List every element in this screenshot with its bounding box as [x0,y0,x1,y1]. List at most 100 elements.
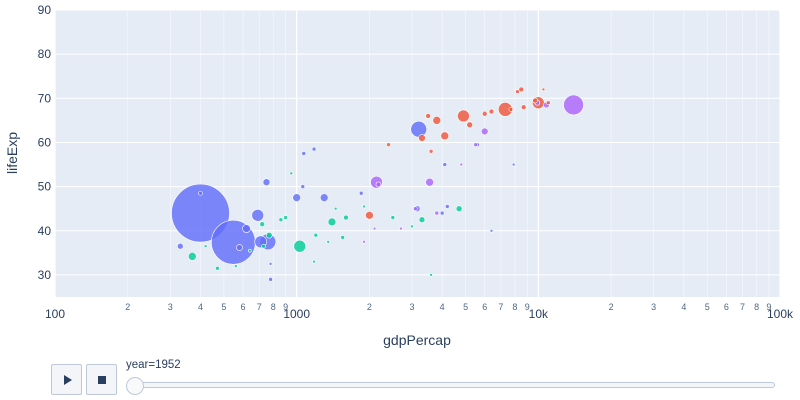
bubble-marker[interactable] [343,214,349,221]
stop-icon [97,375,106,384]
bubble-marker[interactable] [268,277,273,282]
bubble-marker[interactable] [439,210,445,216]
x-axis-label: gdpPercap [383,332,451,348]
bubble-marker[interactable] [473,142,478,147]
bubble-marker[interactable] [177,242,184,250]
bubble-marker[interactable] [425,113,431,119]
bubble-marker[interactable] [444,204,450,209]
bubble-marker[interactable] [311,146,317,152]
bubble-marker[interactable] [198,190,203,196]
bubble-marker[interactable] [326,240,330,244]
bubble-marker[interactable] [399,226,403,231]
x-tick-label: 9 [283,302,288,312]
bubble-marker[interactable] [340,235,345,240]
bubble-marker[interactable] [390,215,396,220]
bubble-marker[interactable] [455,205,463,212]
bubble-marker[interactable] [283,215,288,220]
bubble-marker[interactable] [251,209,265,222]
bubble-marker[interactable] [312,259,316,264]
bubble-marker[interactable] [362,204,366,209]
bubble-marker[interactable] [319,193,329,202]
stop-button[interactable] [86,364,117,395]
bubble-marker[interactable] [434,210,440,216]
bubble-marker[interactable] [410,224,414,229]
x-tick-label: 3 [409,302,414,312]
bubble-marker[interactable] [375,181,382,188]
play-button[interactable] [51,364,82,395]
bubble-marker[interactable] [362,240,366,244]
y-axis-label: lifeExp [4,132,20,174]
x-tick-label: 8 [271,302,276,312]
bubble-marker[interactable] [432,116,442,125]
bubble-marker[interactable] [261,243,266,249]
bubble-marker[interactable] [292,193,301,202]
bubble-marker[interactable] [457,109,470,123]
bubble-marker[interactable] [440,131,450,141]
bubble-marker[interactable] [313,232,319,238]
bubble-marker[interactable] [386,142,391,147]
bubble-markers[interactable] [171,86,584,282]
bubble-marker[interactable] [171,183,230,243]
bubble-marker[interactable] [520,104,527,110]
x-tick-label: 7 [740,302,745,312]
bubble-marker[interactable] [518,86,525,93]
x-tick-label: 8 [754,302,759,312]
bubble-marker[interactable] [242,224,251,233]
bubble-marker[interactable] [442,162,448,167]
bubble-marker[interactable] [203,244,208,249]
bubble-marker[interactable] [428,148,434,154]
bubble-marker[interactable] [265,231,273,239]
bubble-marker[interactable] [300,184,306,189]
bubble-marker[interactable] [248,248,252,253]
bubble-marker[interactable] [488,108,495,115]
play-icon [63,374,72,385]
plot-area [55,10,780,297]
bubble-marker[interactable] [489,228,494,233]
bubble-marker[interactable] [358,190,364,196]
bubble-marker[interactable] [278,217,284,223]
bubble-marker[interactable] [236,244,243,251]
bubble-marker[interactable] [234,264,238,268]
bubble-marker[interactable] [425,177,434,187]
bubble-marker[interactable] [480,127,489,136]
bubble-marker[interactable] [365,211,374,220]
bubble-marker[interactable] [563,94,584,116]
x-tick-label: 3 [168,302,173,312]
bubble-marker[interactable] [511,162,516,167]
bubble-marker[interactable] [289,171,294,176]
bubble-marker[interactable] [418,216,426,224]
year-slider-track[interactable] [127,382,775,388]
bubble-marker[interactable] [541,87,546,92]
bubble-marker[interactable] [429,273,433,277]
x-tick-label: 5 [221,302,226,312]
bubble-marker[interactable] [413,206,418,211]
x-tick-label: 4 [440,302,445,312]
x-tick-label: 100k [767,307,794,321]
bubble-marker[interactable] [327,217,337,227]
year-slider-handle[interactable] [126,377,144,395]
y-tick-label: 30 [38,268,52,282]
bubble-marker[interactable] [259,221,265,227]
bubble-marker[interactable] [293,239,307,253]
y-tick-label: 70 [38,91,52,105]
slider-year-value: 1952 [155,359,181,371]
bubble-marker[interactable] [215,265,220,271]
bubble-marker[interactable] [459,162,464,167]
bubble-marker[interactable] [532,97,538,104]
bubble-marker[interactable] [188,252,197,261]
bubble-marker[interactable] [481,110,488,117]
bubble-marker[interactable] [546,100,551,106]
bubble-marker[interactable] [508,107,514,112]
x-tick-label: 7 [257,302,262,312]
bubble-marker[interactable] [515,89,520,94]
bubble-marker[interactable] [372,226,377,231]
bubble-marker[interactable] [268,262,273,266]
bubble-marker[interactable] [333,206,338,211]
bubble-marker[interactable] [418,134,426,142]
bubble-marker[interactable] [262,178,271,186]
bubble-marker[interactable] [301,151,307,156]
x-tick-label: 8 [512,302,517,312]
bubble-marker[interactable] [410,120,428,138]
bubble-marker[interactable] [466,121,474,129]
